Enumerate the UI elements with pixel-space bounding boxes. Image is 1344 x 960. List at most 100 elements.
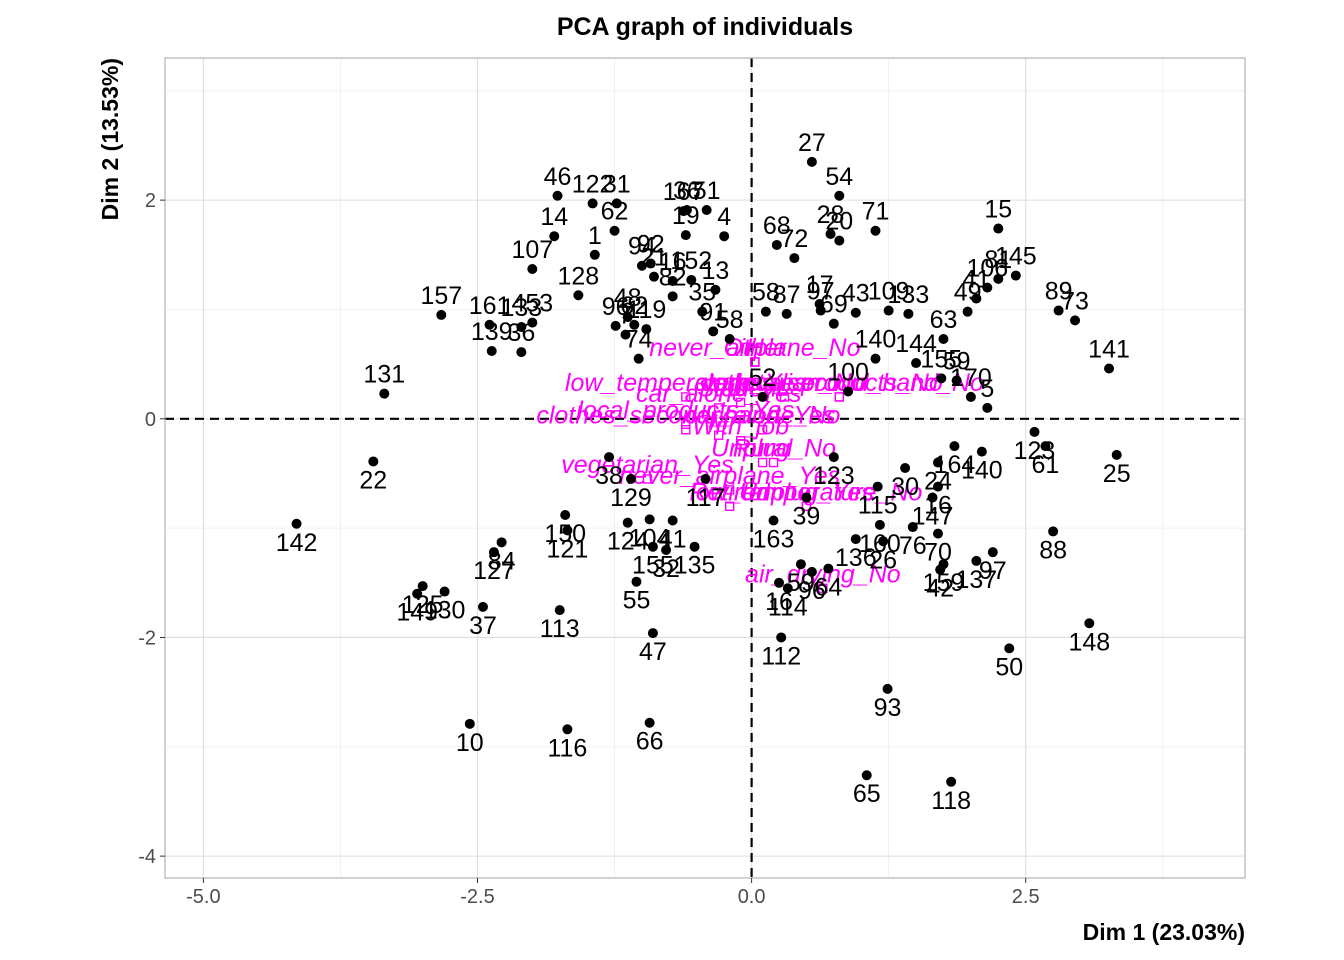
individual-label: 152 [670, 247, 712, 275]
individual-point [776, 632, 787, 643]
individual-label: 119 [626, 296, 666, 324]
individual-point [870, 353, 881, 364]
individual-label: 14 [540, 203, 568, 231]
individual-point [861, 770, 872, 781]
individual-label: 62 [620, 292, 648, 320]
individual-label: 64 [814, 574, 842, 602]
supplementary-label: H [746, 334, 765, 362]
individual-label: 21 [640, 244, 668, 272]
individual-label: 121 [547, 535, 589, 563]
individual-point [552, 190, 563, 201]
individual-label: 89 [1045, 278, 1073, 306]
individual-point [1084, 618, 1095, 629]
individual-point [412, 588, 423, 599]
individual-point [622, 312, 633, 323]
individual-label: 97 [979, 557, 1007, 585]
individual-label: 58 [752, 279, 780, 307]
supplementary-label: air_drying_No [745, 560, 901, 588]
individual-point [667, 276, 678, 287]
individual-label: 155 [632, 552, 674, 580]
individual-point [496, 537, 507, 548]
individual-label: 163 [753, 525, 795, 553]
individual-label: 25 [1103, 460, 1131, 488]
individual-label: 147 [912, 503, 954, 531]
individual-point [1040, 441, 1051, 452]
individual-label: 136 [835, 544, 877, 572]
supplementary-label: car_alone_No [685, 402, 841, 430]
individual-point [678, 206, 689, 217]
supplementary-label: low_temperature_Yes [565, 369, 807, 397]
individual-point [1029, 426, 1040, 437]
individual-point [774, 577, 785, 588]
individual-label: 74 [625, 326, 653, 354]
individual-point [872, 481, 883, 492]
individual-point [527, 264, 538, 275]
individual-point [1010, 270, 1021, 281]
individual-point [946, 776, 957, 787]
individual-point [962, 306, 973, 317]
individual-label: 96 [798, 577, 826, 605]
individual-point [622, 517, 633, 528]
individual-label: 141 [1088, 336, 1130, 364]
chart-title: PCA graph of individuals [557, 13, 853, 41]
supplementary-layer: never_airplane_NoOtherHlow_temperature_Y… [536, 334, 984, 593]
individual-point [936, 373, 947, 384]
individual-point [768, 515, 779, 526]
individual-label: 135 [674, 552, 716, 580]
individual-point [644, 717, 655, 728]
supplementary-point [735, 435, 746, 446]
supplementary-label: Student [698, 374, 785, 402]
individual-point [516, 321, 527, 332]
individual-point [843, 386, 854, 397]
individual-label: 124 [607, 528, 649, 556]
individual-point [700, 473, 711, 484]
individual-point [801, 492, 812, 503]
individual-point [935, 564, 946, 575]
individual-point [911, 358, 922, 369]
individual-label: 36 [507, 319, 535, 347]
individual-point [291, 518, 302, 529]
individual-point [883, 305, 894, 316]
individual-label: 28 [817, 201, 845, 229]
individual-point [993, 223, 1004, 234]
individual-label: 131 [363, 361, 405, 389]
individual-point [631, 576, 642, 587]
supplementary-point [724, 501, 735, 511]
individual-point [527, 317, 538, 328]
individual-point [874, 519, 885, 530]
individual-label: 59 [943, 348, 971, 376]
individual-label: 51 [693, 177, 721, 205]
individual-point [987, 547, 998, 558]
individual-label: 65 [853, 780, 881, 808]
individual-point [949, 441, 960, 452]
supplementary-label: Rural [733, 435, 794, 463]
individual-label: 113 [540, 615, 580, 643]
individual-point [560, 510, 571, 521]
supplementary-point [681, 425, 691, 435]
individual-point [554, 605, 565, 616]
x-tick-label: 2.5 [1012, 886, 1040, 908]
individual-point [782, 583, 793, 594]
y-axis-label: Dim 2 (13.53%) [97, 58, 123, 220]
individual-point [903, 308, 914, 319]
individual-point [882, 683, 893, 694]
individual-label: 4 [717, 203, 731, 231]
individual-point [938, 333, 949, 344]
individual-point [689, 541, 700, 552]
individual-label: 133 [888, 281, 930, 309]
y-tick-label: -4 [138, 846, 156, 868]
individual-point [710, 284, 721, 295]
individual-label: 46 [544, 163, 572, 191]
individual-point [724, 333, 735, 344]
individual-point [976, 446, 987, 457]
individual-label: 38 [595, 462, 623, 490]
individual-point [828, 318, 839, 329]
individual-label: 42 [926, 575, 954, 603]
individual-label: 7 [619, 302, 633, 330]
individual-point [697, 306, 708, 317]
y-tick-label: -2 [138, 627, 156, 649]
individual-label: 82 [659, 263, 687, 291]
supplementary-point [681, 419, 691, 429]
individual-label: 115 [858, 492, 898, 520]
individual-point [878, 536, 889, 547]
